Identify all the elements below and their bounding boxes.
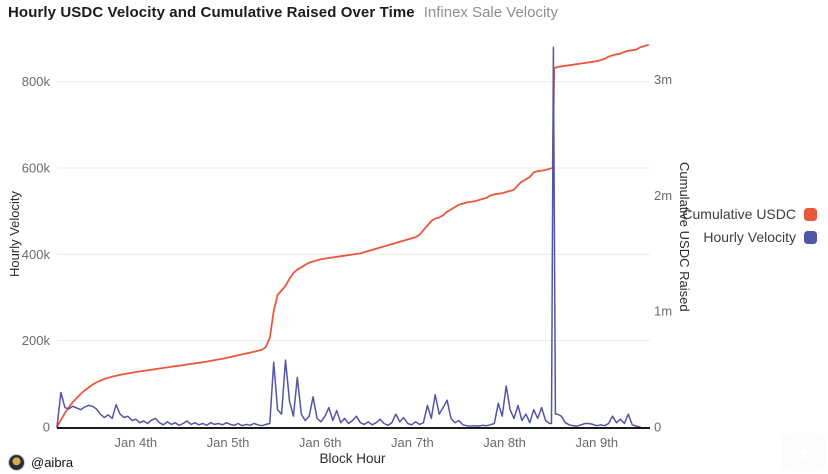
- legend-label-hourly-velocity: Hourly Velocity: [703, 229, 796, 245]
- legend-item-cumulative-usdc[interactable]: Cumulative USDC: [682, 206, 817, 222]
- cumulative-usdc-line: [56, 44, 649, 428]
- download-icon: [795, 443, 811, 459]
- x-axis-tick-label: Jan 8th: [483, 435, 526, 450]
- x-axis-tick-label: Jan 6th: [299, 435, 342, 450]
- legend-swatch-hourly-velocity: [804, 230, 817, 244]
- right-axis-tick-label: 1m: [654, 304, 672, 319]
- chart-subtitle: Infinex Sale Velocity: [423, 4, 558, 21]
- legend: Cumulative USDC Hourly Velocity: [682, 206, 817, 245]
- right-axis-title: Cumulative USDC Raised: [677, 162, 692, 312]
- legend-swatch-cumulative-usdc: [804, 207, 817, 221]
- x-axis-tick-label: Jan 7th: [391, 435, 434, 450]
- download-button[interactable]: [781, 433, 825, 471]
- right-axis-tick-label: 2m: [654, 188, 672, 203]
- legend-label-cumulative-usdc: Cumulative USDC: [682, 206, 796, 222]
- author-attribution: @aibra: [8, 454, 73, 471]
- legend-item-hourly-velocity[interactable]: Hourly Velocity: [703, 229, 817, 245]
- left-axis-tick-label: 400k: [22, 247, 51, 262]
- x-axis-tick-label: Jan 5th: [207, 435, 250, 450]
- hourly-velocity-line: [56, 46, 641, 428]
- x-axis-tick-label: Jan 4th: [114, 435, 157, 450]
- x-axis-tick-label: Jan 9th: [575, 435, 618, 450]
- aibra-avatar-icon: [8, 454, 25, 471]
- left-axis-tick-label: 600k: [22, 161, 51, 176]
- left-axis-tick-label: 200k: [22, 333, 51, 348]
- right-axis-tick-label: 3m: [654, 72, 672, 87]
- left-axis-tick-label: 800k: [22, 74, 51, 89]
- left-axis-title: Hourly Velocity: [7, 191, 22, 277]
- right-axis-tick-label: 0: [654, 420, 661, 435]
- x-axis-title: Block Hour: [319, 451, 386, 466]
- author-handle: @aibra: [31, 455, 74, 470]
- chart-title: Hourly USDC Velocity and Cumulative Rais…: [8, 4, 415, 21]
- left-axis-tick-label: 0: [43, 420, 50, 435]
- chart-header: Hourly USDC Velocity and Cumulative Rais…: [8, 4, 558, 21]
